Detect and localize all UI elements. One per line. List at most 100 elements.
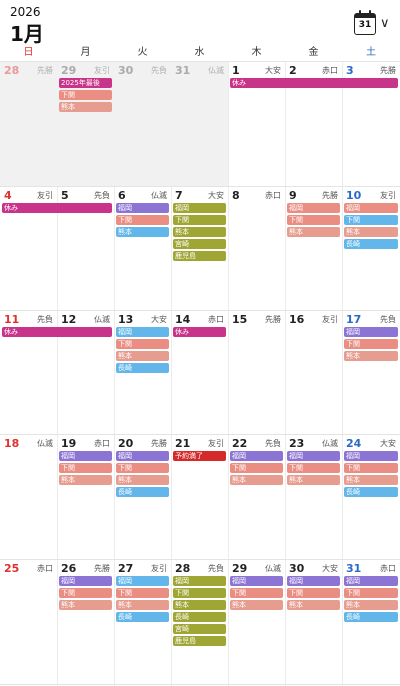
event-chip[interactable]: 福岡: [59, 451, 112, 461]
day-cell[interactable]: [228, 311, 285, 435]
event-chip[interactable]: 福岡: [59, 576, 112, 586]
event-chip[interactable]: 休み: [2, 203, 112, 213]
event-chip[interactable]: 福岡: [287, 576, 340, 586]
rokuyo-label: 友引: [37, 191, 53, 200]
event-chip[interactable]: 熊本: [59, 475, 112, 485]
event-chip[interactable]: 福岡: [287, 451, 340, 461]
event-chip[interactable]: 下関: [344, 339, 398, 349]
event-chip[interactable]: 鹿児島: [173, 636, 226, 646]
weekday-header: 日月火水木金土: [0, 44, 400, 61]
event-chip[interactable]: 熊本: [116, 600, 169, 610]
rokuyo-label: 先負: [37, 315, 53, 324]
event-chip[interactable]: 長崎: [116, 612, 169, 622]
rokuyo-label: 先負: [208, 564, 224, 573]
event-chip[interactable]: 福岡: [344, 451, 398, 461]
event-chip[interactable]: 休み: [230, 78, 398, 88]
event-chip[interactable]: 熊本: [59, 600, 112, 610]
day-cell[interactable]: [0, 560, 57, 685]
event-chip[interactable]: 長崎: [116, 363, 169, 373]
event-chip[interactable]: 下関: [116, 463, 169, 473]
event-chip[interactable]: 下関: [116, 339, 169, 349]
event-chip[interactable]: 福岡: [344, 327, 398, 337]
event-chip[interactable]: 熊本: [230, 600, 283, 610]
rokuyo-label: 先勝: [151, 439, 167, 448]
day-number: 29: [232, 562, 248, 575]
event-chip[interactable]: 熊本: [59, 102, 112, 112]
event-chip[interactable]: 休み: [173, 327, 226, 337]
day-number: 30: [118, 64, 134, 77]
event-chip[interactable]: 福岡: [173, 203, 226, 213]
event-chip[interactable]: 下関: [59, 90, 112, 100]
rokuyo-label: 大安: [208, 191, 224, 200]
event-chip[interactable]: 宮崎: [173, 239, 226, 249]
event-chip[interactable]: 熊本: [344, 227, 398, 237]
day-number: 25: [4, 562, 20, 575]
weekday-label: 火: [137, 47, 148, 58]
day-cell[interactable]: [228, 187, 285, 311]
event-chip[interactable]: 下関: [59, 588, 112, 598]
rokuyo-label: 大安: [380, 439, 396, 448]
rokuyo-label: 先勝: [380, 66, 396, 75]
event-chip[interactable]: 下関: [287, 215, 340, 225]
event-chip[interactable]: 熊本: [344, 475, 398, 485]
day-number: 2: [289, 64, 297, 77]
day-cell[interactable]: [285, 311, 342, 435]
event-chip[interactable]: 下関: [287, 463, 340, 473]
event-chip[interactable]: 下関: [116, 588, 169, 598]
day-cell[interactable]: [0, 435, 57, 560]
event-chip[interactable]: 福岡: [116, 327, 169, 337]
event-chip[interactable]: 下関: [230, 588, 283, 598]
month-title[interactable]: 1月: [10, 22, 44, 46]
column-divider: [171, 62, 172, 686]
event-chip[interactable]: 下関: [116, 215, 169, 225]
column-divider: [57, 62, 58, 686]
event-chip[interactable]: 下関: [344, 588, 398, 598]
event-chip[interactable]: 2025年最後: [59, 78, 112, 88]
event-chip[interactable]: 福岡: [344, 203, 398, 213]
event-chip[interactable]: 福岡: [230, 576, 283, 586]
event-chip[interactable]: 長崎: [344, 487, 398, 497]
event-chip[interactable]: 下関: [344, 463, 398, 473]
event-chip[interactable]: 熊本: [287, 227, 340, 237]
event-chip[interactable]: 熊本: [344, 351, 398, 361]
event-chip[interactable]: 熊本: [116, 475, 169, 485]
weekday-label: 水: [194, 47, 205, 58]
event-chip[interactable]: 熊本: [230, 475, 283, 485]
event-chip[interactable]: 長崎: [173, 612, 226, 622]
event-chip[interactable]: 福岡: [344, 576, 398, 586]
day-cell[interactable]: [171, 62, 228, 186]
event-chip[interactable]: 熊本: [287, 600, 340, 610]
rokuyo-label: 仏滅: [322, 439, 338, 448]
day-number: 8: [232, 189, 240, 202]
event-chip[interactable]: 熊本: [116, 227, 169, 237]
event-chip[interactable]: 長崎: [116, 487, 169, 497]
event-chip[interactable]: 下関: [344, 215, 398, 225]
event-chip[interactable]: 長崎: [344, 239, 398, 249]
event-chip[interactable]: 下関: [230, 463, 283, 473]
event-chip[interactable]: 福岡: [173, 576, 226, 586]
event-chip[interactable]: 福岡: [230, 451, 283, 461]
event-chip[interactable]: 宮崎: [173, 624, 226, 634]
event-chip[interactable]: 熊本: [173, 227, 226, 237]
day-cell[interactable]: [0, 62, 57, 186]
event-chip[interactable]: 熊本: [173, 600, 226, 610]
event-chip[interactable]: 福岡: [116, 203, 169, 213]
event-chip[interactable]: 長崎: [344, 612, 398, 622]
today-button[interactable]: 31 ∨: [354, 10, 394, 37]
event-chip[interactable]: 福岡: [116, 576, 169, 586]
event-chip[interactable]: 休み: [2, 327, 112, 337]
event-chip[interactable]: 下関: [173, 588, 226, 598]
day-cell[interactable]: [114, 62, 171, 186]
event-chip[interactable]: 福岡: [116, 451, 169, 461]
weekday-label: 月: [80, 47, 91, 58]
event-chip[interactable]: 下関: [287, 588, 340, 598]
event-chip[interactable]: 熊本: [116, 351, 169, 361]
event-chip[interactable]: 福岡: [287, 203, 340, 213]
event-chip[interactable]: 鹿児島: [173, 251, 226, 261]
event-chip[interactable]: 下関: [59, 463, 112, 473]
event-chip[interactable]: 下関: [173, 215, 226, 225]
event-chip[interactable]: 予約満了: [173, 451, 226, 461]
event-chip[interactable]: 熊本: [344, 600, 398, 610]
event-chip[interactable]: 熊本: [287, 475, 340, 485]
chevron-down-icon: ∨: [380, 16, 390, 31]
